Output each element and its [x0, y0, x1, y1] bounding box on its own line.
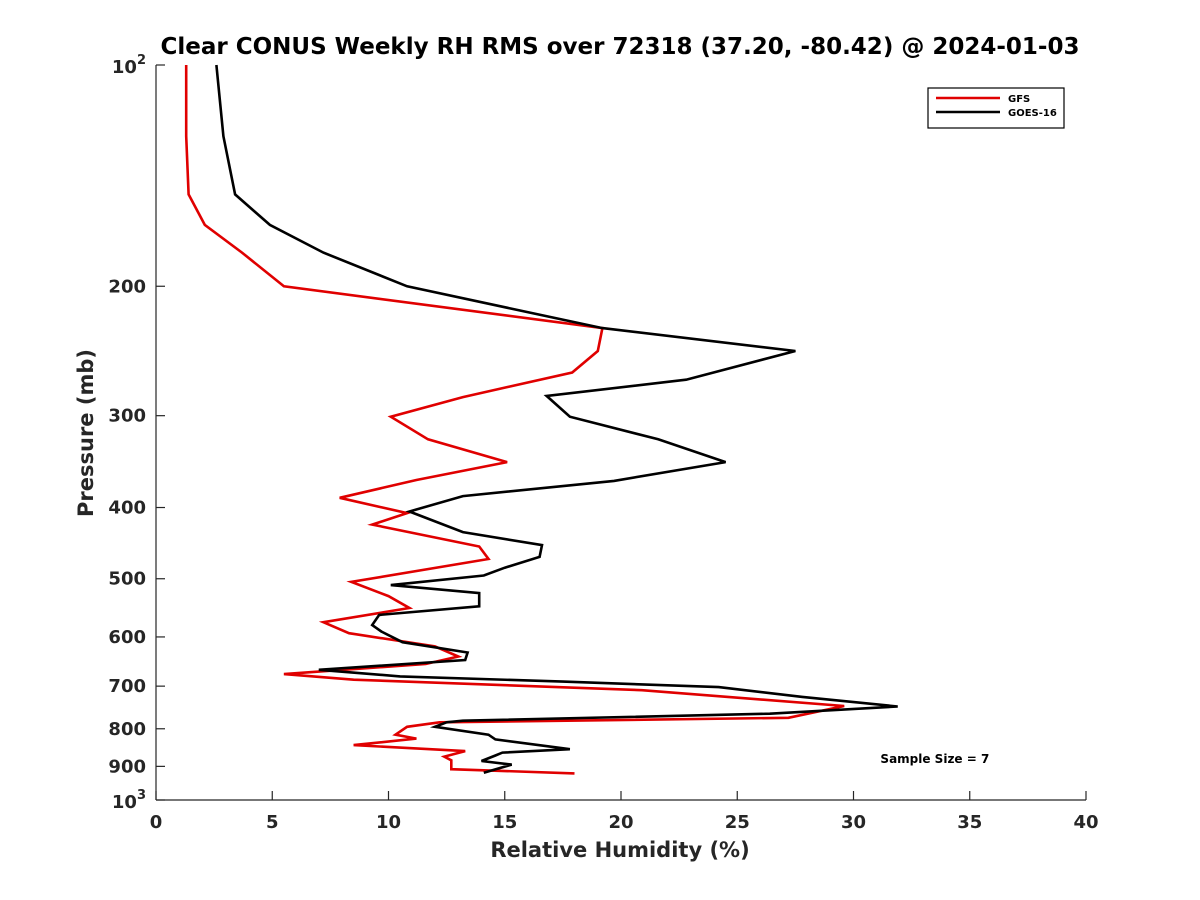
legend-entry: GFS [1008, 94, 1030, 105]
x-tick-label: 40 [1073, 812, 1098, 833]
y-tick-label: 600 [108, 627, 146, 648]
y-tick-label: 400 [108, 498, 146, 519]
series-line-goes-16 [215, 64, 898, 774]
legend-entry: GOES-16 [1008, 108, 1057, 119]
x-tick-label: 5 [266, 812, 279, 833]
legend-box [927, 87, 1065, 129]
x-tick-label: 10 [376, 812, 401, 833]
x-tick-label: 0 [150, 812, 163, 833]
sample-size-annotation: Sample Size = 7 [880, 752, 989, 766]
y-tick-label: 500 [108, 569, 146, 590]
legend: GFS GOES-16 [927, 87, 1065, 129]
y-tick-label: 900 [108, 756, 146, 777]
y-axis-ticks: 200 300 400 500 600 700 800 900 102 103 [108, 53, 165, 813]
x-tick-label: 35 [957, 812, 982, 833]
y-tick-label: 200 [108, 276, 146, 297]
x-axis-ticks: 0 5 10 15 20 25 30 35 40 [150, 791, 1099, 833]
y-tick-label: 700 [108, 676, 146, 697]
y-decade-label: 102 [112, 53, 146, 78]
x-tick-label: 15 [492, 812, 517, 833]
series-layer [184, 64, 898, 775]
y-tick-label: 800 [108, 719, 146, 740]
y-decade-label: 103 [112, 788, 146, 813]
chart-title: Clear CONUS Weekly RH RMS over 72318 (37… [161, 34, 1080, 60]
y-tick-label: 300 [108, 406, 146, 427]
series-line-gfs [184, 65, 845, 775]
x-tick-label: 20 [608, 812, 633, 833]
x-tick-label: 30 [841, 812, 866, 833]
x-axis-label: Relative Humidity (%) [490, 838, 749, 862]
x-tick-label: 25 [725, 812, 750, 833]
annotations: Sample Size = 7 [880, 752, 989, 766]
y-axis-label: Pressure (mb) [74, 349, 98, 517]
